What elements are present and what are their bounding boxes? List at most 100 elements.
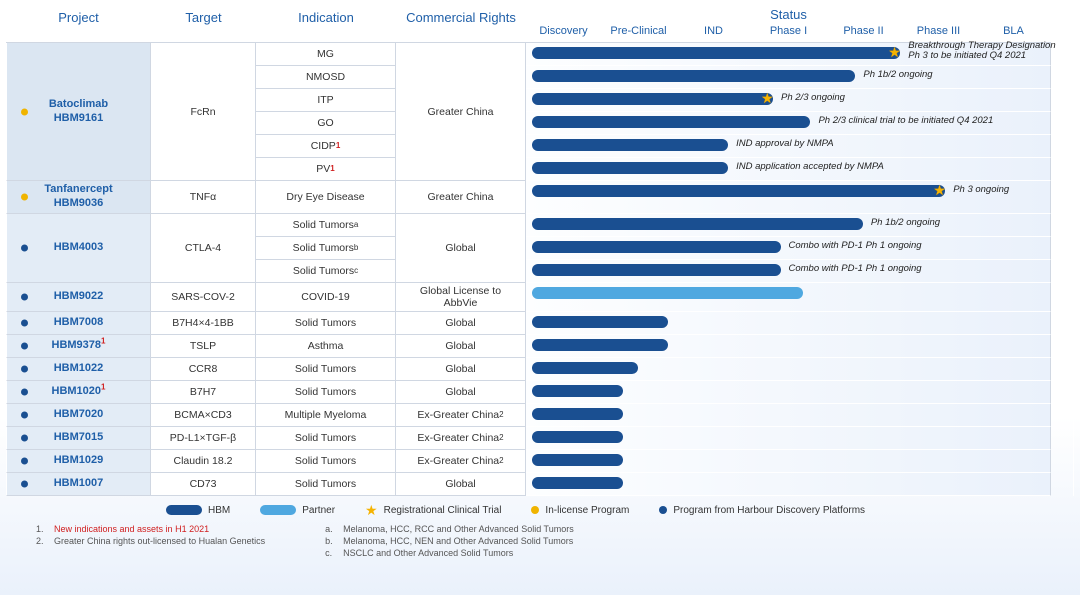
legend-partner-swatch xyxy=(260,505,296,515)
legend: HBM Partner ★ Registrational Clinical Tr… xyxy=(166,502,1074,519)
target-cell: TNFα xyxy=(151,181,256,214)
indication-cell: Solid Tumors xyxy=(256,358,396,381)
project-cell: HBM1022 xyxy=(6,358,151,381)
status-cell: ★Breakthrough Therapy DesignationPh 3 to… xyxy=(526,43,1051,66)
progress-bar xyxy=(532,218,863,230)
status-note: Ph 2/3 ongoing xyxy=(781,92,845,103)
target-cell: CCR8 xyxy=(151,358,256,381)
project-label: HBM7020 xyxy=(54,408,104,422)
indication-cell: Solid Tumors b xyxy=(256,237,396,260)
platform-dot-icon xyxy=(21,319,28,326)
status-note: Breakthrough Therapy DesignationPh 3 to … xyxy=(908,41,1055,62)
indication-cell: Solid Tumors xyxy=(256,450,396,473)
target-cell: CTLA-4 xyxy=(151,214,256,283)
inlicense-dot-icon xyxy=(21,193,28,200)
footnotes-right: a.Melanoma, HCC, RCC and Other Advanced … xyxy=(325,523,574,559)
platform-dot-icon xyxy=(21,480,28,487)
rights-cell: Ex-Greater China2 xyxy=(396,450,526,473)
footnotes-left: 1.New indications and assets in H1 20212… xyxy=(36,523,265,559)
indication-cell: CIDP 1 xyxy=(256,135,396,158)
progress-bar xyxy=(532,116,810,128)
rights-cell: Greater China xyxy=(396,181,526,214)
platform-dot-icon xyxy=(21,293,28,300)
status-cell xyxy=(526,358,1051,381)
platform-dot-icon xyxy=(21,411,28,418)
project-label: HBM1022 xyxy=(54,362,104,376)
hdr-phase: Phase II xyxy=(826,23,901,42)
rights-cell: Global xyxy=(396,312,526,335)
hdr-phase: Discovery xyxy=(526,23,601,42)
hdr-phase: Pre-Clinical xyxy=(601,23,676,42)
progress-bar xyxy=(532,93,773,105)
project-cell: HBM7008 xyxy=(6,312,151,335)
indication-cell: Solid Tumors xyxy=(256,312,396,335)
legend-inlicense: In-license Program xyxy=(531,505,629,516)
legend-reg: ★ Registrational Clinical Trial xyxy=(365,502,501,519)
rights-cell: Global xyxy=(396,381,526,404)
status-cell: IND application accepted by NMPA xyxy=(526,158,1051,181)
indication-cell: Dry Eye Disease xyxy=(256,181,396,214)
progress-bar xyxy=(532,408,623,420)
progress-bar xyxy=(532,162,728,174)
project-cell: HBM7020 xyxy=(6,404,151,427)
status-note: Ph 1b/2 ongoing xyxy=(863,69,932,80)
indication-cell: PV 1 xyxy=(256,158,396,181)
indication-cell: Solid Tumors a xyxy=(256,214,396,237)
status-note: Ph 1b/2 ongoing xyxy=(871,217,940,228)
progress-bar xyxy=(532,241,781,253)
hdr-indication: Indication xyxy=(256,4,396,43)
status-note: IND application accepted by NMPA xyxy=(736,161,884,172)
indication-cell: Solid Tumors xyxy=(256,381,396,404)
progress-bar xyxy=(532,287,803,299)
rights-cell: Global xyxy=(396,335,526,358)
status-cell: Combo with PD-1 Ph 1 ongoing xyxy=(526,237,1051,260)
status-cell xyxy=(526,335,1051,358)
status-cell xyxy=(526,312,1051,335)
legend-hbm-swatch xyxy=(166,505,202,515)
progress-bar xyxy=(532,362,638,374)
project-label: HBM7008 xyxy=(54,316,104,330)
legend-inlicense-label: In-license Program xyxy=(545,505,629,516)
project-label: TanfanerceptHBM9036 xyxy=(44,183,112,211)
target-cell: SARS-COV-2 xyxy=(151,283,256,312)
platform-dot-icon xyxy=(21,365,28,372)
star-icon: ★ xyxy=(933,182,946,199)
project-cell: HBM93781 xyxy=(6,335,151,358)
rights-cell: Ex-Greater China2 xyxy=(396,427,526,450)
project-label: HBM1029 xyxy=(54,454,104,468)
platform-dot-icon xyxy=(21,434,28,441)
footnote: b.Melanoma, HCC, NEN and Other Advanced … xyxy=(325,535,574,547)
progress-bar xyxy=(532,316,668,328)
project-label: HBM7015 xyxy=(54,431,104,445)
indication-cell: NMOSD xyxy=(256,66,396,89)
target-cell: FcRn xyxy=(151,43,256,181)
indication-cell: Solid Tumors c xyxy=(256,260,396,283)
project-label: HBM4003 xyxy=(54,241,104,255)
hdr-rights: Commercial Rights xyxy=(396,4,526,43)
status-note: IND approval by NMPA xyxy=(736,138,834,149)
platform-dot-icon xyxy=(21,244,28,251)
legend-partner-label: Partner xyxy=(302,505,335,516)
target-cell: BCMA×CD3 xyxy=(151,404,256,427)
status-cell: IND approval by NMPA xyxy=(526,135,1051,158)
status-note: Combo with PD-1 Ph 1 ongoing xyxy=(789,263,922,274)
indication-cell: Multiple Myeloma xyxy=(256,404,396,427)
status-cell: ★Ph 2/3 ongoing xyxy=(526,89,1051,112)
project-label: HBM93781 xyxy=(52,339,106,353)
progress-bar xyxy=(532,139,728,151)
status-cell: ★Ph 3 ongoing xyxy=(526,181,1051,214)
project-label: HBM9022 xyxy=(54,290,104,304)
inlicense-dot-icon xyxy=(21,108,28,115)
status-cell: Ph 2/3 clinical trial to be initiated Q4… xyxy=(526,112,1051,135)
status-cell: Combo with PD-1 Ph 1 ongoing xyxy=(526,260,1051,283)
footnote: c.NSCLC and Other Advanced Solid Tumors xyxy=(325,547,574,559)
rights-cell: Global License toAbbVie xyxy=(396,283,526,312)
project-cell: HBM4003 xyxy=(6,214,151,283)
target-cell: B7H4×4-1BB xyxy=(151,312,256,335)
target-cell: B7H7 xyxy=(151,381,256,404)
legend-platform-dot xyxy=(659,506,667,514)
status-cell xyxy=(526,427,1051,450)
progress-bar xyxy=(532,454,623,466)
star-icon: ★ xyxy=(888,44,901,61)
legend-hbm: HBM xyxy=(166,505,230,516)
